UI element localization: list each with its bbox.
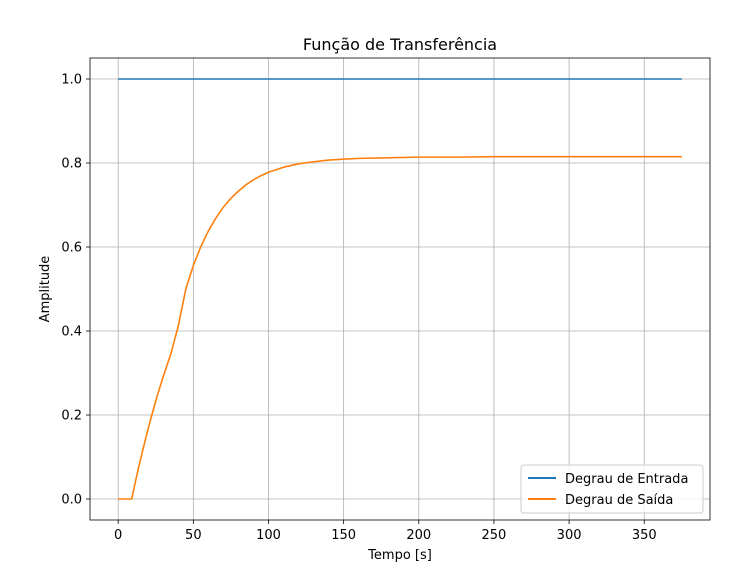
y-tick-label: 1.0 [61,73,82,88]
x-tick-label: 50 [185,528,202,543]
series-layer [118,78,682,500]
tick-layer: 0 50 100 150 200 250 300 350 0.0 0.2 0.4 0.6 0.8 1.0 [61,73,656,544]
legend-box [520,464,704,514]
x-tick-label: 250 [482,528,507,543]
legend: Degrau de Entrada Degrau de Saída [520,464,704,514]
y-tick-label: 0.0 [61,493,82,508]
x-tick-label: 300 [557,528,582,543]
legend-label-entrada: Degrau de Entrada [565,472,688,487]
y-tick-label: 0.2 [61,409,82,424]
x-tick-label: 100 [256,528,281,543]
x-tick-label: 200 [406,528,431,543]
x-axis-label: Tempo [s] [367,548,432,563]
x-tick-label: 150 [331,528,356,543]
series-line-degrau-saida [118,155,682,500]
x-tick-label: 0 [114,528,122,543]
y-axis-label: Amplitude [38,256,53,323]
plot-frame [89,57,711,521]
y-tick-label: 0.8 [61,157,82,172]
y-tick-label: 0.4 [61,325,82,340]
legend-label-saida: Degrau de Saída [565,493,673,508]
y-tick-label: 0.6 [61,241,82,256]
x-tick-label: 350 [632,528,657,543]
chart-title: Função de Transferência [303,35,497,54]
